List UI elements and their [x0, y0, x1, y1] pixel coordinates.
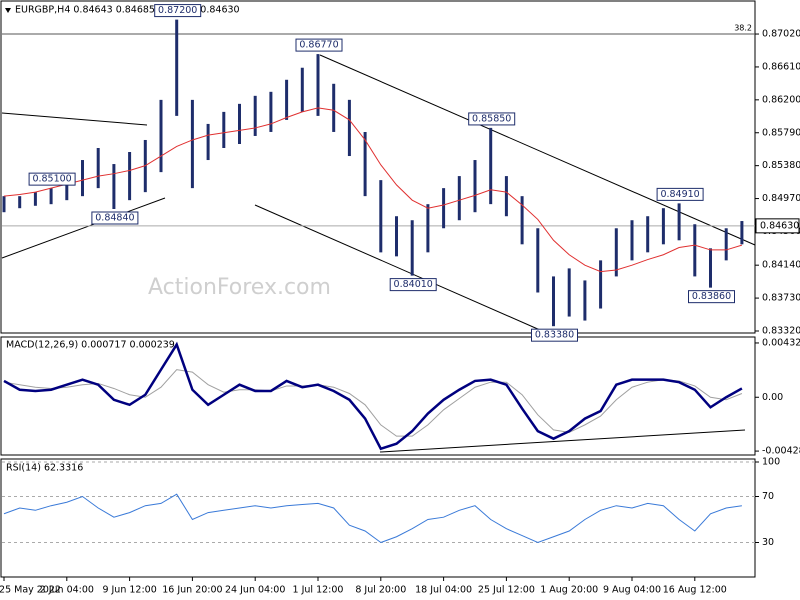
price-panel	[0, 0, 756, 334]
annotation-label: 0.87200	[158, 5, 197, 16]
annotation-label: 0.85850	[472, 113, 511, 124]
annotation-box	[656, 187, 704, 201]
x-tick-label: 9 Aug 04:00	[603, 585, 661, 596]
y-tick-label: 0.85380	[762, 160, 800, 171]
annotation-box	[154, 4, 202, 18]
annotation-label: 0.84910	[660, 189, 699, 200]
annotation-box	[688, 290, 735, 304]
y-tick-label: 0.004325	[762, 337, 800, 348]
y-tick-label: 0.83730	[762, 293, 800, 304]
line	[3, 341, 743, 451]
trend-line	[1, 197, 166, 259]
macd-title: MACD(12,26,9) 0.000717 0.000239	[6, 340, 175, 351]
trend-line	[1, 112, 148, 126]
annotation-label: 0.84840	[95, 212, 134, 223]
y-tick-label: 0.84140	[762, 260, 800, 271]
macd-panel	[0, 336, 756, 456]
y-tick-label: 100	[762, 457, 780, 468]
fib-label: 38.2	[734, 24, 752, 33]
rsi-panel	[0, 458, 756, 578]
rsi-title: RSI(14) 62.3316	[6, 463, 83, 474]
watermark: ActionForex.com	[148, 275, 331, 300]
channel-line	[319, 54, 756, 246]
annotation-label: 0.83860	[692, 291, 731, 302]
y-tick-label: 0.83320	[762, 325, 800, 336]
y-tick-label: 0.86610	[762, 61, 800, 72]
x-tick-label: 1 Aug 20:00	[540, 585, 598, 596]
y-tick-label: 0.85790	[762, 127, 800, 138]
last-price-box	[755, 218, 800, 234]
x-tick-label: 16 Jun 20:00	[162, 585, 222, 596]
annotation-box	[91, 211, 139, 225]
y-tick-label: 0.87020	[762, 29, 800, 40]
annotation-label: 0.83380	[535, 330, 574, 341]
line	[3, 107, 743, 273]
x-tick-label: 18 Jul 04:00	[415, 585, 472, 596]
x-tick-label: 25 May 2022	[0, 585, 61, 596]
annotation-box	[531, 328, 578, 342]
x-tick-label: 8 Jul 20:00	[355, 585, 406, 596]
last-price-label: 0.84630	[760, 220, 799, 231]
x-tick-label: 2 Jun 04:00	[40, 585, 94, 596]
annotation-label: 0.84010	[394, 279, 433, 290]
annotation-box	[295, 38, 343, 52]
y-tick-label: 70	[762, 491, 774, 502]
y-tick-label: 0.00	[762, 392, 783, 403]
annotation-box	[389, 278, 437, 292]
x-tick-label: 16 Aug 12:00	[663, 585, 727, 596]
annotation-label: 0.85100	[32, 174, 71, 185]
y-tick-label: 0.84970	[762, 193, 800, 204]
annotation-box	[28, 172, 76, 186]
x-tick-label: 9 Jun 12:00	[102, 585, 156, 596]
x-tick-label: 25 Jul 12:00	[478, 585, 535, 596]
y-tick-label: -0.004288	[762, 446, 800, 457]
line	[3, 493, 742, 544]
x-tick-label: 24 Jun 04:00	[225, 585, 285, 596]
annotation-label: 0.86770	[299, 40, 338, 51]
x-tick-label: 1 Jul 12:00	[293, 585, 344, 596]
y-tick-label: 30	[762, 537, 774, 548]
chart-title: EURGBP,H4 0.84643 0.84685 0.84537 0.8463…	[15, 5, 240, 16]
line	[3, 369, 743, 437]
annotation-box	[468, 112, 516, 126]
y-tick-label: 0.86200	[762, 94, 800, 105]
menu-icon	[5, 8, 11, 13]
divergence-line	[379, 429, 746, 453]
